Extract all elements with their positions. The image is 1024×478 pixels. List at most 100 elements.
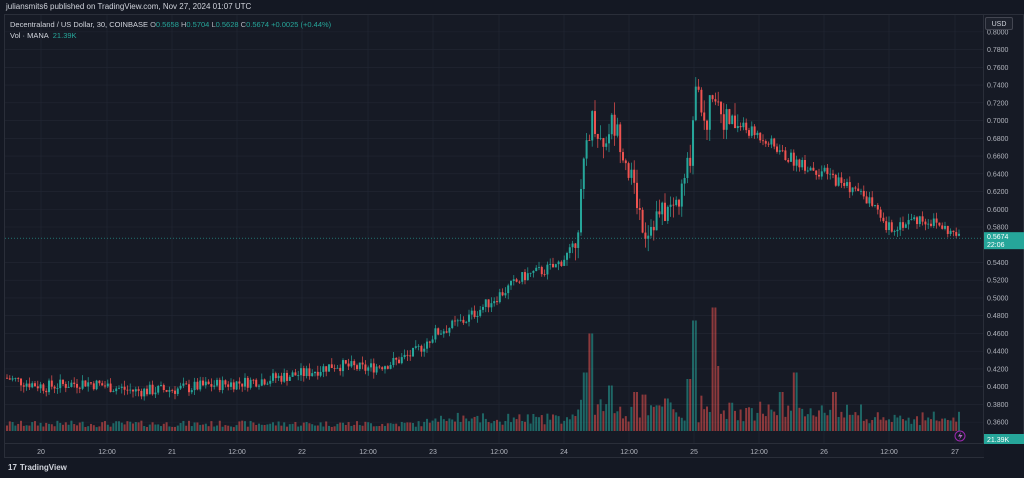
- volume-tag-value: 21.39K: [987, 437, 1010, 444]
- candle-body: [389, 364, 392, 369]
- candle-body: [571, 243, 574, 248]
- volume-bar: [776, 415, 778, 431]
- volume-bar: [507, 413, 510, 431]
- candle-body: [140, 390, 143, 397]
- chart-area[interactable]: [4, 14, 984, 444]
- candle-body: [563, 259, 566, 266]
- candle-body: [426, 341, 428, 349]
- volume-bar: [280, 425, 283, 431]
- candle-body: [118, 387, 120, 389]
- volume-bar: [512, 417, 515, 431]
- candle-body: [305, 368, 308, 376]
- symbol-title[interactable]: Decentraland / US Dollar, 30, COINBASE: [10, 20, 148, 29]
- volume-bar: [17, 423, 20, 431]
- volume-bar: [714, 307, 717, 431]
- candle-body: [507, 285, 510, 294]
- time-tick-label: 12:00: [98, 449, 116, 456]
- candle-body: [496, 301, 498, 303]
- volume-bar: [90, 423, 92, 431]
- candle-body: [910, 219, 913, 220]
- volume-bar: [98, 426, 101, 431]
- volume-bar: [750, 408, 753, 431]
- volume-bar: [700, 395, 703, 431]
- volume-bar: [322, 426, 325, 431]
- time-axis[interactable]: 20 12:00 21 12:00 22 12:00 23 12:00 24 12:00 25 12:…: [4, 444, 984, 458]
- candle-body: [375, 366, 378, 373]
- low-value: 0.5628: [215, 20, 239, 29]
- candle-body: [812, 167, 815, 171]
- candle-body: [224, 380, 227, 385]
- candle-body: [748, 130, 750, 136]
- volume-label[interactable]: Vol · MANA: [10, 31, 49, 40]
- candle-body: [916, 217, 918, 225]
- candle-body: [22, 385, 25, 387]
- volume-bar: [504, 421, 507, 431]
- candle-body: [148, 384, 151, 395]
- candle-body: [759, 132, 762, 141]
- volume-bar: [308, 423, 311, 431]
- candlestick-chart[interactable]: [5, 15, 984, 444]
- volume-bar: [451, 419, 454, 431]
- candle-body: [801, 159, 804, 168]
- volume-bar: [73, 424, 76, 431]
- volume-bar: [675, 412, 678, 431]
- volume-bar: [112, 423, 115, 431]
- volume-bar: [706, 406, 708, 431]
- volume-bar: [899, 415, 902, 431]
- candle-body: [277, 375, 280, 379]
- candle-body: [795, 159, 798, 166]
- candle-body: [31, 383, 34, 388]
- price-axis[interactable]: 0.8000 0.7800 0.7600 0.7400 0.7200 0.7000 0.68…: [984, 14, 1024, 444]
- volume-bar: [913, 419, 916, 431]
- candle-body: [809, 167, 812, 171]
- candle-body: [470, 310, 473, 315]
- volume-bar: [515, 419, 518, 431]
- volume-bar: [722, 410, 725, 431]
- time-tick-label: 12:00: [750, 449, 768, 456]
- candle-body: [454, 320, 456, 322]
- candle-body: [78, 387, 81, 389]
- volume-bar: [930, 419, 932, 431]
- candle-body: [731, 115, 734, 125]
- volume-bar: [409, 422, 412, 431]
- volume-bar: [339, 422, 342, 431]
- candle-body: [34, 383, 36, 387]
- volume-bar: [406, 422, 409, 431]
- candle-body: [804, 159, 806, 171]
- lightning-icon[interactable]: [954, 430, 966, 442]
- candle-body: [392, 357, 395, 365]
- volume-bar: [434, 418, 437, 431]
- candle-body: [675, 199, 678, 206]
- currency-button[interactable]: USD: [985, 17, 1013, 30]
- volume-bar: [137, 422, 140, 431]
- candle-body: [269, 380, 272, 384]
- volume-bar: [218, 420, 221, 431]
- volume-bar: [305, 421, 308, 431]
- volume-bar: [829, 409, 832, 431]
- volume-bar: [526, 414, 529, 431]
- volume-bar: [6, 425, 8, 431]
- volume-bar: [806, 414, 809, 431]
- price-tick-label: 0.5000: [987, 295, 1009, 302]
- volume-bar: [269, 423, 272, 431]
- volume-bar: [221, 426, 224, 431]
- candle-body: [669, 204, 672, 207]
- candle-body: [112, 391, 115, 393]
- volume-bar: [641, 394, 644, 431]
- volume-bar: [720, 413, 722, 431]
- candle-body: [930, 223, 932, 226]
- volume-bar: [462, 415, 465, 431]
- candle-body: [266, 383, 269, 385]
- candle-body: [36, 386, 39, 389]
- volume-bar: [403, 422, 406, 431]
- published-header: juliansmits6 published on TradingView.co…: [0, 0, 1024, 14]
- volume-bar: [230, 426, 232, 431]
- time-tick-label: 12:00: [490, 449, 508, 456]
- tradingview-brand[interactable]: 17 TradingView: [8, 463, 67, 472]
- volume-bar: [888, 419, 890, 431]
- volume-bar: [216, 425, 218, 431]
- candle-body: [658, 211, 661, 215]
- volume-bar: [594, 414, 596, 431]
- candle-body: [81, 380, 84, 389]
- volume-bar: [546, 413, 549, 431]
